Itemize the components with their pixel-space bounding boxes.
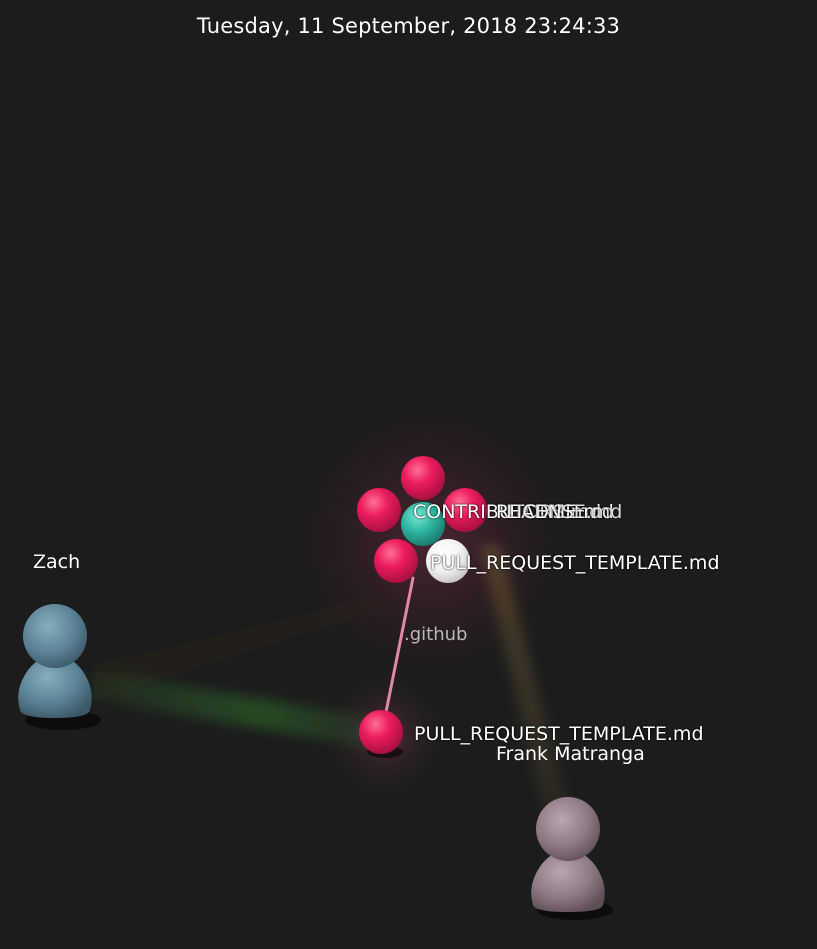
beam-zach — [92, 670, 375, 748]
user-label-zach: Zach — [33, 551, 81, 573]
user-avatar-icon[interactable] — [531, 797, 605, 912]
template-node-far[interactable] — [359, 710, 403, 754]
user-label-frank: Frank Matranga — [496, 743, 645, 765]
template-node-near[interactable] — [426, 539, 470, 583]
file-label-template-far: PULL_REQUEST_TEMPLATE.md — [414, 723, 704, 745]
beam-zach-faint — [95, 595, 380, 700]
timestamp: Tuesday, 11 September, 2018 23:24:33 — [196, 14, 621, 38]
file-label-license: LICENSE.md — [506, 501, 623, 523]
file-node[interactable] — [357, 488, 401, 532]
file-node[interactable] — [374, 539, 418, 583]
beam-frank — [480, 545, 575, 830]
dir-edge — [382, 576, 415, 724]
directory-label: .github — [404, 624, 468, 645]
contributors-node[interactable] — [401, 502, 445, 546]
user-avatar-icon[interactable] — [18, 604, 92, 718]
file-label-contributors: CONTRIBUTORS.md — [413, 501, 602, 523]
file-label-readme: README.md — [496, 501, 614, 523]
file-label-template-near: PULL_REQUEST_TEMPLATE.md — [430, 552, 720, 574]
file-node[interactable] — [443, 488, 487, 532]
file-node[interactable] — [401, 456, 445, 500]
